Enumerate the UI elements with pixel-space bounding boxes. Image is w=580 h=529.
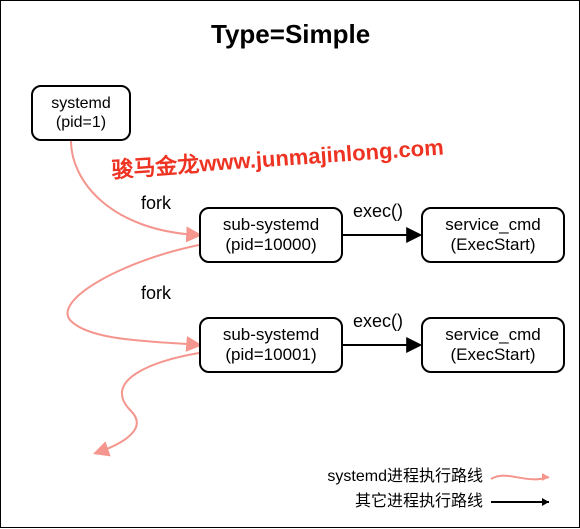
- edge-e_fork2: [68, 245, 199, 345]
- legend-text: systemd进程执行路线: [327, 464, 483, 490]
- node-line1: systemd: [51, 94, 111, 113]
- legend-text: 其它进程执行路线: [355, 489, 483, 515]
- node-line1: service_cmd: [445, 215, 540, 235]
- label-fork1: fork: [141, 193, 171, 214]
- node-line2: (ExecStart): [450, 345, 535, 365]
- legend-arrow-icon: [489, 467, 559, 487]
- legend-arrow-icon: [489, 492, 559, 512]
- diagram-canvas: Type=Simple systemd(pid=1)sub-systemd(pi…: [0, 0, 580, 528]
- diagram-title: Type=Simple: [211, 19, 370, 50]
- legend-row-1: 其它进程执行路线: [327, 489, 559, 515]
- node-line2: (ExecStart): [450, 235, 535, 255]
- edge-e_down: [96, 353, 199, 453]
- node-svc2: service_cmd(ExecStart): [421, 317, 565, 373]
- node-line2: (pid=10000): [225, 235, 316, 255]
- node-svc1: service_cmd(ExecStart): [421, 207, 565, 263]
- label-exec2: exec(): [353, 311, 403, 332]
- arrows-layer: [1, 1, 580, 529]
- node-line2: (pid=10001): [225, 345, 316, 365]
- node-sub2: sub-systemd(pid=10001): [199, 317, 343, 373]
- watermark: 骏马金龙www.junmajinlong.com: [110, 129, 444, 184]
- node-line1: sub-systemd: [223, 325, 319, 345]
- legend: systemd进程执行路线其它进程执行路线: [327, 464, 559, 515]
- node-line2: (pid=1): [56, 113, 106, 132]
- edge-e_fork1: [71, 141, 199, 235]
- label-exec1: exec(): [353, 201, 403, 222]
- node-systemd: systemd(pid=1): [31, 85, 131, 141]
- legend-row-0: systemd进程执行路线: [327, 464, 559, 490]
- node-line1: sub-systemd: [223, 215, 319, 235]
- label-fork2: fork: [141, 283, 171, 304]
- node-sub1: sub-systemd(pid=10000): [199, 207, 343, 263]
- node-line1: service_cmd: [445, 325, 540, 345]
